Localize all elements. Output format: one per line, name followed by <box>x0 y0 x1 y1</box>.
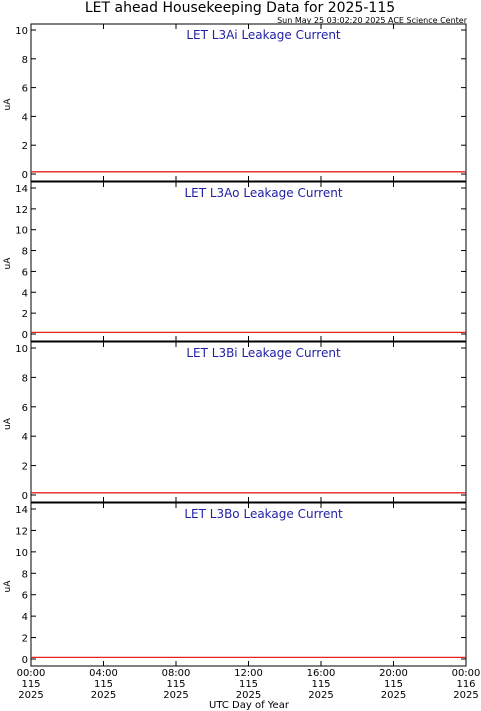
y-tick-label: 10 <box>15 226 28 237</box>
y-axis-label: uA <box>3 417 13 430</box>
y-tick-label: 4 <box>22 432 28 443</box>
y-tick-label: 6 <box>22 267 28 278</box>
panel-4: 0 2 4 6 8 10 12 14 uA LET L3Bo Leakage Current <box>3 502 467 667</box>
panel-2: 0 2 4 6 8 10 12 14 uA LET L3Ao Leakage Current <box>3 181 467 342</box>
y-tick-label: 4 <box>22 288 28 299</box>
y-tick-label: 14 <box>15 184 28 195</box>
y-tick-label: 8 <box>22 569 28 580</box>
x-tick-year: 2025 <box>308 690 333 701</box>
x-tick-time: 00:00 <box>452 668 481 679</box>
y-tick-label: 10 <box>15 548 28 559</box>
timestamp-label: Sun May 25 03:02:20 2025 ACE Science Cen… <box>277 16 468 25</box>
y-axis-label: uA <box>3 257 13 270</box>
x-tick-year: 2025 <box>163 690 188 701</box>
y-tick-label: 6 <box>22 591 28 602</box>
y-tick-label: 2 <box>22 462 28 473</box>
panel-1: 0 2 4 6 8 10 uA LET L3Ai Leakage Current <box>3 23 467 182</box>
y-tick-label: 4 <box>22 612 28 623</box>
panel-title: LET L3Bo Leakage Current <box>184 507 343 521</box>
y-tick-label: 2 <box>22 634 28 645</box>
x-tick-doy: 115 <box>94 679 113 690</box>
y-tick-label: 8 <box>22 55 28 66</box>
chart-title: LET ahead Housekeeping Data for 2025-115 <box>85 0 395 16</box>
panel-title: LET L3Bi Leakage Current <box>186 346 341 360</box>
y-tick-label: 10 <box>15 344 28 355</box>
y-axis-label: uA <box>3 580 13 593</box>
y-tick-label: 14 <box>15 505 28 516</box>
x-tick-year: 2025 <box>453 690 478 701</box>
y-tick-label: 0 <box>22 170 28 181</box>
panel-3: 0 2 4 6 8 10 uA LET L3Bi Leakage Current <box>3 341 467 503</box>
x-axis: 00:00115202504:00115202508:00115202512:0… <box>17 668 481 701</box>
y-tick-label: 4 <box>22 112 28 123</box>
y-tick-label: 8 <box>22 247 28 258</box>
x-tick-time: 04:00 <box>89 668 118 679</box>
x-tick-doy: 115 <box>239 679 258 690</box>
x-tick-time: 20:00 <box>379 668 408 679</box>
x-tick-doy: 115 <box>311 679 330 690</box>
x-tick-year: 2025 <box>18 690 43 701</box>
y-tick-label: 0 <box>22 491 28 502</box>
y-tick-label: 0 <box>22 655 28 666</box>
x-tick-year: 2025 <box>91 690 116 701</box>
x-tick-doy: 115 <box>21 679 40 690</box>
y-tick-label: 0 <box>22 330 28 341</box>
panels: 0 2 4 6 8 10 uA LET L3Ai Leakage Current 0 2 4 6 8 10… <box>3 23 467 667</box>
y-tick-label: 2 <box>22 141 28 152</box>
x-tick-doy: 116 <box>456 679 475 690</box>
x-tick-year: 2025 <box>236 690 261 701</box>
x-axis-label: UTC Day of Year <box>209 700 290 711</box>
y-tick-label: 10 <box>15 26 28 37</box>
x-tick-doy: 115 <box>384 679 403 690</box>
x-tick-time: 08:00 <box>162 668 191 679</box>
y-tick-label: 12 <box>15 205 28 216</box>
x-tick-doy: 115 <box>166 679 185 690</box>
y-tick-label: 12 <box>15 526 28 537</box>
y-tick-label: 6 <box>22 84 28 95</box>
y-tick-label: 2 <box>22 309 28 320</box>
y-tick-label: 6 <box>22 403 28 414</box>
x-tick-time: 16:00 <box>307 668 336 679</box>
y-axis-label: uA <box>3 98 13 111</box>
x-tick-year: 2025 <box>381 690 406 701</box>
x-tick-time: 00:00 <box>17 668 46 679</box>
y-tick-label: 8 <box>22 373 28 384</box>
x-tick-time: 12:00 <box>234 668 263 679</box>
panel-title: LET L3Ai Leakage Current <box>186 28 341 42</box>
panel-title: LET L3Ao Leakage Current <box>184 186 342 200</box>
